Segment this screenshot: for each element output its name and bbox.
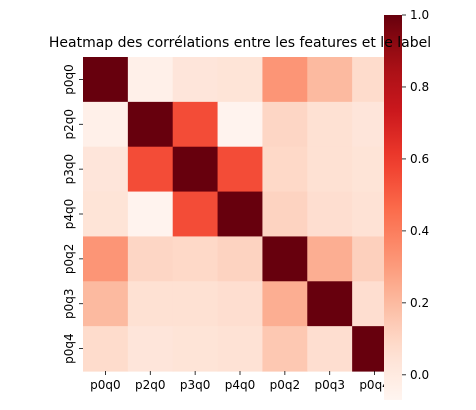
heatmap-cell-p0q2-p2q0 [127,236,174,282]
y-tick-label: p0q2 [62,244,76,275]
colorbar-tick-label: 0.2 [410,296,429,310]
heatmap-cell-p0q3-p0q2 [262,281,308,327]
heatmap-cell-p0q4-p2q0 [127,326,174,372]
colorbar-gradient [384,15,402,400]
heatmap-cell-p4q0-p0q2 [262,191,308,238]
heatmap-cell-p2q0-p4q0 [217,101,264,148]
heatmap-cell-p0q4-p0q3 [307,326,353,372]
colorbar-tick-label: 0.4 [410,224,429,238]
heatmap-cell-p4q0-p3q0 [172,191,219,238]
heatmap-cell-p0q4-p0q0 [83,326,129,372]
heatmap-cell-p4q0-p4q0 [217,191,264,238]
heatmap-cell-p0q3-p0q3 [307,281,353,327]
heatmap-cell-p0q0-p2q0 [127,57,174,103]
colorbar-tick-label: 0.0 [410,368,429,382]
x-tick-label: p2q0 [135,378,166,392]
y-tick-label: p2q0 [62,109,76,140]
heatmap-cell-p0q2-p3q0 [172,236,219,282]
heatmap-cell-p0q2-p0q0 [83,236,129,282]
heatmap-cell-p0q0-p4q0 [217,57,264,103]
heatmap-cell-p0q3-p4q0 [217,281,264,327]
heatmap-cell-p3q0-p4q0 [217,146,264,193]
heatmap-cell-p4q0-p2q0 [127,191,174,238]
heatmap-cell-p0q3-p3q0 [172,281,219,327]
colorbar-tick-label: 1.0 [410,8,429,22]
heatmap-cell-p0q3-p2q0 [127,281,174,327]
heatmap-cell-p0q2-p4q0 [217,236,264,282]
heatmap-cell-p3q0-p0q3 [307,146,353,193]
heatmap-cell-p2q0-p0q3 [307,101,353,148]
heatmap-cell-p0q0-p0q3 [307,57,353,103]
heatmap-cell-p4q0-p0q0 [83,191,129,238]
heatmap-cell-p3q0-p0q0 [83,146,129,193]
heatmap-cell-p0q0-p3q0 [172,57,219,103]
y-tick-label: p0q3 [62,288,76,319]
x-tick-label: p0q3 [314,378,345,392]
heatmap-cell-p0q0-p0q2 [262,57,308,103]
heatmap-cell-p0q4-p3q0 [172,326,219,372]
heatmap-cell-p0q0-p0q0 [83,57,129,103]
x-tick-label: p0q0 [90,378,121,392]
heatmap-cell-p2q0-p2q0 [127,101,174,148]
heatmap-cell-p2q0-p0q0 [83,101,129,148]
heatmap-cell-p0q2-p0q3 [307,236,353,282]
x-tick-label: p0q4 [359,378,390,392]
heatmap-cell-p3q0-p2q0 [127,146,174,193]
y-axis-ticks: p0q0 p2q0 p3q0 p4q0 p0q2 p0q3 p0q4 [62,64,83,364]
x-tick-label: p4q0 [225,378,256,392]
colorbar-tick-label: 0.6 [410,152,429,166]
heatmap-cell-p0q2-p0q2 [262,236,308,282]
colorbar: 0.0 0.2 0.4 0.6 0.8 1.0 [384,8,429,400]
x-tick-label: p3q0 [180,378,211,392]
heatmap-cell-p3q0-p3q0 [172,146,219,193]
x-tick-label: p0q2 [270,378,301,392]
heatmap-cell-p2q0-p0q2 [262,101,308,148]
chart-title: Heatmap des corrélations entre les featu… [49,35,431,51]
heatmap-cell-p2q0-p3q0 [172,101,219,148]
heatmap-cell-p4q0-p0q3 [307,191,353,238]
y-tick-label: p0q4 [62,333,76,364]
heatmap-cell-p0q3-p0q0 [83,281,129,327]
y-tick-label: p3q0 [62,154,76,185]
x-axis-ticks: p0q0 p2q0 p3q0 p4q0 p0q2 p0q3 p0q4 [90,370,390,392]
y-tick-label: p4q0 [62,199,76,230]
heatmap-cell-p3q0-p0q2 [262,146,308,193]
heatmap-cell-p0q4-p0q2 [262,326,308,372]
heatmap-cell-p0q4-p4q0 [217,326,264,372]
heatmap-cells [83,57,398,372]
colorbar-tick-label: 0.8 [410,80,429,94]
y-tick-label: p0q0 [62,64,76,95]
